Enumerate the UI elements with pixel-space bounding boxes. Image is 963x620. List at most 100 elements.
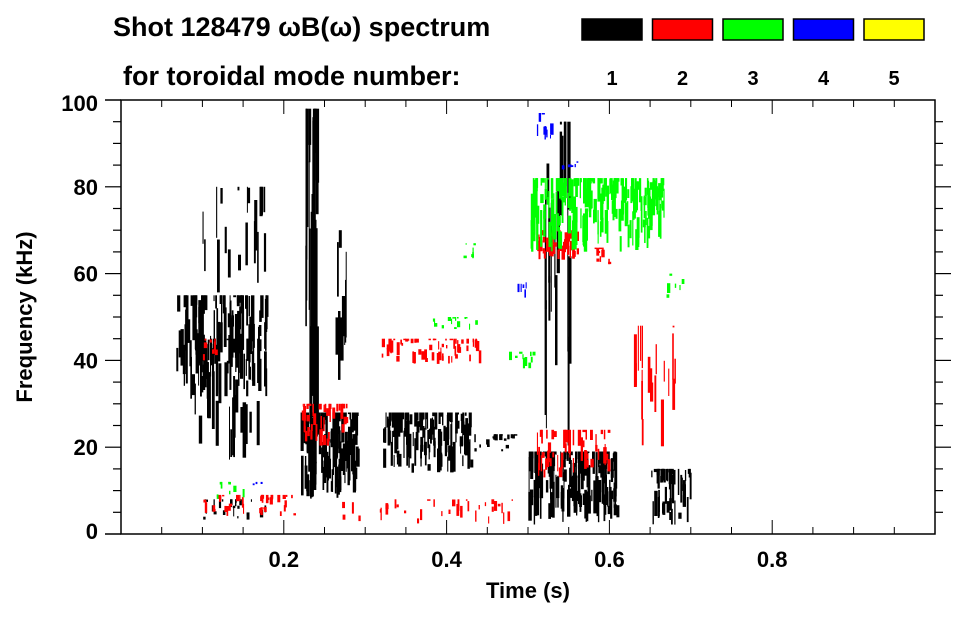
spectral-patch-mode-1 [614, 478, 617, 515]
spectral-patch-mode-1 [263, 233, 267, 272]
spectral-patch-mode-3 [602, 184, 606, 202]
spectral-patch-mode-4 [546, 129, 548, 138]
spectral-patch-mode-1 [234, 314, 238, 358]
spectral-patch-mode-2 [451, 356, 453, 363]
spectral-patch-mode-2 [381, 338, 385, 348]
spectral-patch-mode-1 [221, 499, 224, 502]
spectral-patch-mode-1 [183, 370, 185, 386]
spectral-patch-mode-1 [613, 452, 617, 471]
spectral-patch-mode-1 [596, 496, 599, 517]
spectral-patch-mode-1 [461, 416, 464, 434]
spectral-patch-mode-2 [420, 509, 423, 521]
spectral-patch-mode-3 [656, 186, 659, 210]
spectral-patch-mode-1 [538, 451, 542, 462]
spectral-patch-mode-4 [568, 164, 572, 168]
spectral-patch-mode-1 [607, 451, 610, 455]
spectral-patch-mode-2 [396, 504, 399, 508]
spectral-patch-mode-1 [662, 468, 664, 474]
spectral-patch-mode-1 [246, 338, 250, 359]
spectral-patch-mode-1 [322, 466, 325, 490]
spectral-patch-mode-2 [315, 424, 318, 441]
spectral-patch-mode-3 [572, 196, 576, 222]
spectral-patch-mode-1 [199, 338, 202, 366]
spectral-patch-mode-2 [503, 512, 505, 524]
spectral-patch-mode-1 [180, 329, 184, 366]
spectral-patch-mode-2 [672, 325, 675, 328]
spectral-patch-mode-2 [641, 380, 643, 420]
spectral-patch-mode-4 [252, 483, 255, 486]
spectral-patch-mode-2 [590, 429, 593, 440]
spectral-patch-mode-1 [432, 412, 436, 416]
spectral-patch-mode-1 [400, 412, 404, 420]
spectral-patch-mode-1 [229, 406, 230, 460]
spectral-patch-mode-3 [643, 195, 646, 219]
spectral-patch-mode-1 [419, 412, 424, 431]
spectral-patch-mode-2 [446, 345, 448, 349]
spectral-patch-mode-1 [317, 412, 321, 433]
spectral-patch-mode-2 [441, 511, 443, 517]
spectral-patch-mode-2 [202, 354, 205, 361]
spectral-patch-mode-1 [241, 295, 244, 297]
spectral-patch-mode-2 [582, 429, 586, 433]
spectral-patch-mode-3 [532, 231, 536, 242]
spectral-patch-mode-3 [547, 178, 549, 180]
spectral-patch-mode-1 [555, 474, 557, 508]
spectral-patch-mode-2 [445, 338, 447, 341]
spectral-patch-mode-1 [263, 186, 266, 213]
spectral-patch-mode-1 [309, 228, 311, 424]
spectral-patch-mode-2 [466, 338, 469, 344]
spectral-patch-mode-1 [345, 279, 347, 343]
spectral-patch-mode-2 [412, 352, 416, 363]
spectral-patch-mode-1 [264, 351, 267, 387]
spectral-patch-mode-1 [582, 461, 585, 481]
spectral-patch-mode-1 [224, 362, 228, 397]
spectral-patch-mode-1 [656, 468, 658, 484]
spectral-patch-mode-1 [310, 455, 314, 497]
spectral-patch-mode-1 [569, 451, 573, 456]
spectral-patch-mode-2 [203, 499, 207, 503]
spectral-patch-mode-1 [390, 441, 393, 466]
spectral-patch-mode-1 [412, 432, 414, 447]
y-tick-label: 100 [61, 91, 98, 116]
spectral-patch-mode-3 [567, 215, 572, 234]
spectral-patch-mode-3 [644, 224, 646, 243]
spectral-patch-mode-2 [418, 349, 422, 355]
spectral-patch-mode-1 [227, 249, 231, 278]
spectral-patch-mode-1 [257, 231, 259, 283]
spectral-patch-mode-1 [201, 342, 203, 371]
spectral-patch-mode-1 [666, 468, 669, 481]
spectral-patch-mode-3 [647, 180, 650, 216]
spectral-patch-mode-2 [341, 424, 345, 433]
x-tick-label: 0.2 [269, 547, 300, 572]
spectral-patch-mode-2 [640, 325, 642, 361]
spectral-patch-mode-1 [670, 468, 674, 475]
spectral-patch-mode-2 [415, 338, 419, 343]
spectral-patch-mode-1 [198, 415, 203, 444]
spectral-patch-mode-2 [442, 353, 444, 361]
spectral-patch-mode-1 [354, 433, 358, 445]
spectral-patch-mode-1 [425, 412, 427, 430]
spectral-patch-mode-2 [572, 429, 575, 446]
spectral-patch-mode-1 [178, 330, 182, 358]
spectral-patch-mode-1 [612, 453, 615, 462]
spectral-patch-mode-1 [567, 489, 571, 517]
spectral-patch-mode-1 [211, 505, 213, 512]
spectral-patch-mode-2 [277, 494, 281, 503]
spectral-patch-mode-1 [218, 500, 222, 509]
spectral-patch-mode-1 [232, 397, 234, 456]
spectral-patch-mode-1 [420, 456, 422, 467]
spectral-patch-mode-2 [448, 355, 450, 364]
spectral-patch-mode-1 [660, 476, 664, 483]
spectral-patch-mode-1 [600, 456, 604, 478]
spectral-patch-mode-2 [380, 507, 382, 521]
spectral-patch-mode-1 [239, 499, 242, 506]
spectral-patch-mode-3 [674, 283, 677, 288]
spectral-patch-mode-1 [428, 446, 430, 460]
spectral-patch-mode-1 [689, 472, 692, 500]
spectral-patch-mode-1 [455, 433, 457, 443]
spectral-patch-mode-2 [226, 506, 229, 516]
spectral-patch-mode-1 [568, 454, 571, 464]
spectral-patch-mode-2 [263, 507, 266, 510]
spectral-patch-mode-2 [557, 249, 560, 259]
spectral-patch-mode-1 [215, 345, 219, 397]
